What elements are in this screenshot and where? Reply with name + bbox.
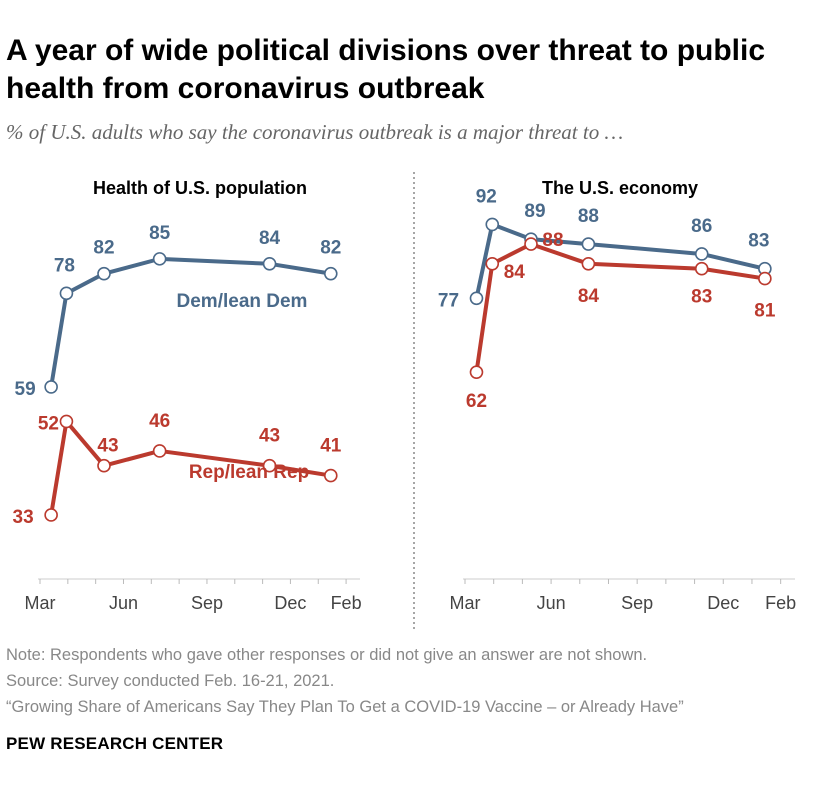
data-label-dem-economy: 86 <box>691 216 712 237</box>
data-point-dem-health <box>152 252 167 266</box>
data-label-rep-economy: 84 <box>504 262 526 283</box>
data-label-rep-health: 33 <box>13 507 34 528</box>
data-label-dem-economy: 92 <box>476 186 497 207</box>
legend-label-dem: Dem/lean Dem <box>177 291 308 312</box>
series-line-dem-economy <box>474 222 766 299</box>
data-label-rep-economy: 84 <box>578 286 600 307</box>
data-point-dem-health <box>59 286 74 301</box>
data-point-dem-economy <box>581 237 596 251</box>
data-label-dem-health: 82 <box>320 238 341 259</box>
data-point-rep-economy <box>469 365 484 379</box>
footnote-note: Note: Respondents who gave other respons… <box>6 646 648 664</box>
panel-title-health: Health of U.S. population <box>93 178 307 198</box>
chart-subtitle: % of U.S. adults who say the coronavirus… <box>6 120 624 144</box>
data-point-rep-economy <box>581 257 596 271</box>
data-point-rep-health <box>262 458 277 473</box>
data-label-dem-health: 85 <box>149 223 171 244</box>
data-label-dem-health: 82 <box>93 238 114 259</box>
x-tick-label-economy: Feb <box>765 593 796 613</box>
data-point-rep-economy <box>485 257 500 271</box>
data-label-dem-economy: 77 <box>438 290 459 311</box>
data-label-rep-economy: 88 <box>542 230 563 251</box>
data-label-rep-economy: 81 <box>754 301 776 322</box>
data-label-rep-economy: 83 <box>691 287 712 308</box>
data-label-dem-economy: 83 <box>748 231 769 252</box>
x-tick-label-health: Sep <box>191 593 223 613</box>
series-line-rep-economy <box>474 242 766 373</box>
data-point-rep-economy <box>524 237 538 251</box>
data-point-rep-health <box>59 414 74 429</box>
data-label-dem-economy: 88 <box>578 206 599 227</box>
data-point-rep-economy <box>694 261 709 276</box>
x-tick-label-economy: Jun <box>537 593 566 613</box>
data-label-dem-health: 59 <box>15 379 36 400</box>
data-point-rep-economy <box>758 271 772 286</box>
data-point-dem-health <box>97 266 111 281</box>
data-point-dem-health <box>262 257 277 271</box>
data-label-rep-health: 41 <box>320 436 342 457</box>
x-tick-label-health: Mar <box>25 593 56 613</box>
chart-title: A year of wide political divisions over … <box>6 34 766 105</box>
series-line-rep-health <box>49 419 332 516</box>
data-label-rep-health: 43 <box>97 436 118 457</box>
data-point-dem-health <box>323 266 338 281</box>
data-point-dem-health <box>44 380 58 394</box>
data-label-rep-health: 43 <box>259 426 280 447</box>
data-point-rep-health <box>323 468 338 483</box>
data-point-dem-economy <box>694 247 709 261</box>
data-label-dem-economy: 89 <box>524 201 545 222</box>
x-tick-label-health: Feb <box>331 593 362 613</box>
data-label-rep-health: 46 <box>149 411 170 432</box>
x-tick-label-economy: Sep <box>621 593 653 613</box>
x-tick-label-health: Jun <box>109 593 138 613</box>
data-label-rep-health: 52 <box>38 413 59 434</box>
x-tick-label-economy: Mar <box>450 593 481 613</box>
panel-title-economy: The U.S. economy <box>542 178 698 198</box>
footnote-source: Source: Survey conducted Feb. 16-21, 202… <box>6 672 335 690</box>
x-tick-label-economy: Dec <box>707 593 739 613</box>
data-point-dem-economy <box>485 217 500 232</box>
data-point-rep-health <box>44 508 58 522</box>
brand-name: PEW RESEARCH CENTER <box>6 734 224 753</box>
legend-label-rep: Rep/lean Rep <box>189 462 309 483</box>
footnote-report: “Growing Share of Americans Say They Pla… <box>6 698 684 716</box>
data-label-dem-health: 78 <box>54 255 75 276</box>
data-label-rep-economy: 62 <box>466 391 487 412</box>
x-tick-label-health: Dec <box>274 593 306 613</box>
data-point-rep-health <box>152 444 167 458</box>
data-point-rep-health <box>97 458 111 473</box>
chart-area: Health of U.S. population Mar Jun Sep Dec Feb… <box>13 172 796 630</box>
data-label-dem-health: 84 <box>259 228 281 249</box>
data-point-dem-economy <box>469 291 484 306</box>
series-line-dem-health <box>49 256 332 388</box>
